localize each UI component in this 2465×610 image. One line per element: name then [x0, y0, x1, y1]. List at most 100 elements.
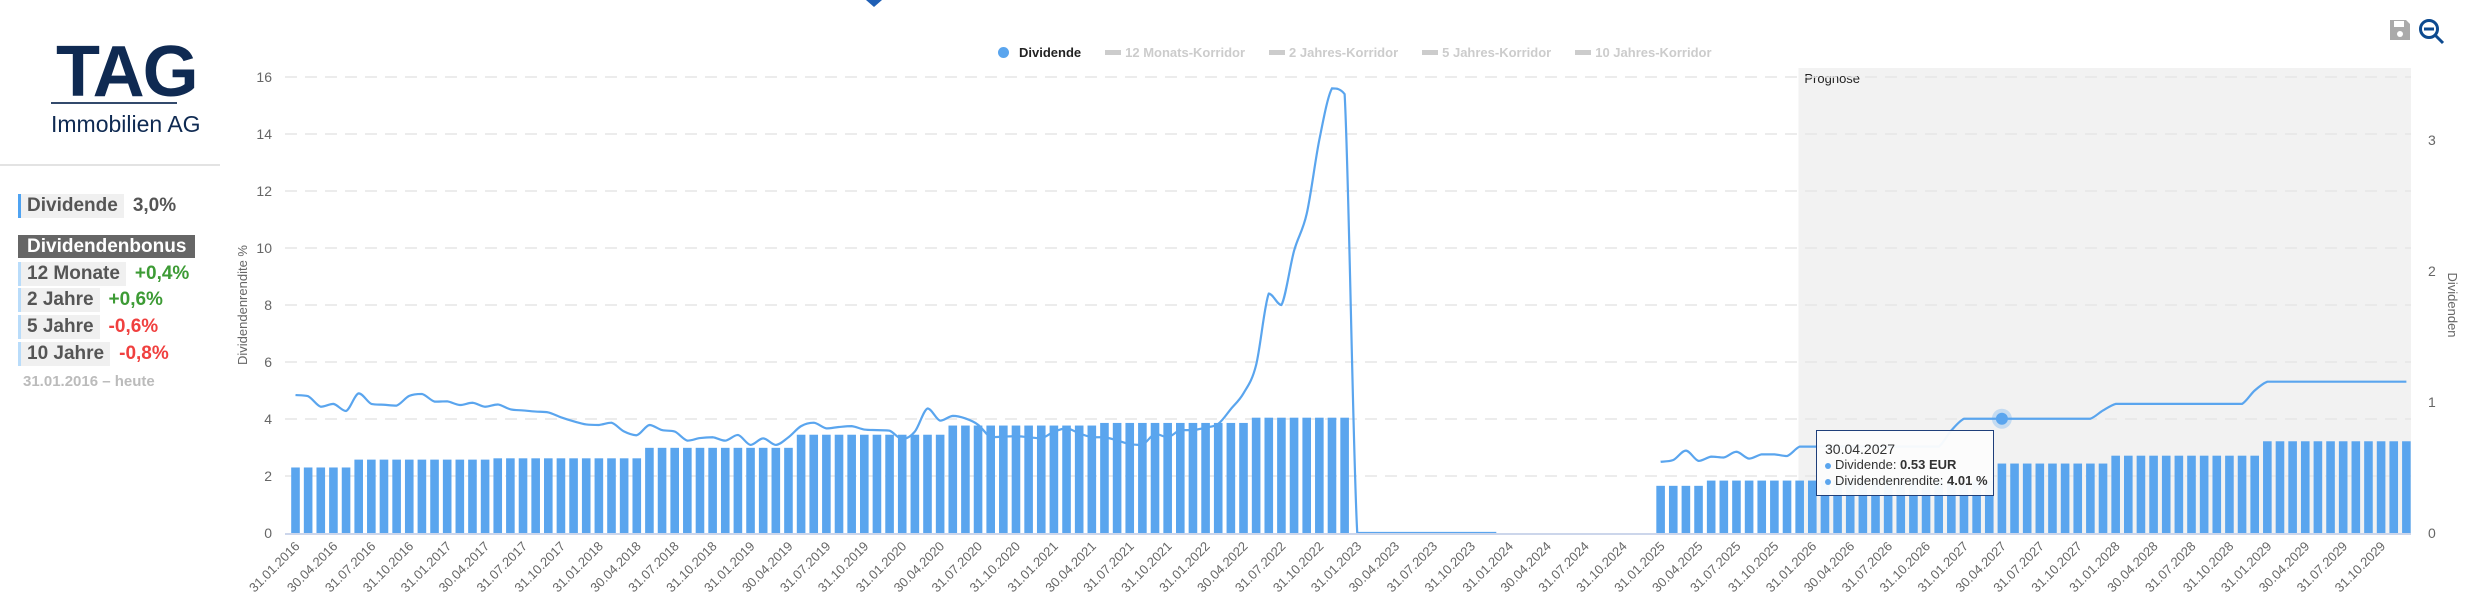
dividend-bar: [973, 425, 983, 533]
y-left-axis-title: Dividendenrendite %: [235, 245, 250, 365]
dividend-row: Dividende 3,0%: [18, 194, 176, 218]
dividend-bar: [354, 459, 363, 533]
dividend-bar: [1858, 480, 1868, 533]
legend-item-dividende[interactable]: Dividende: [998, 45, 1081, 60]
dividend-bar: [2250, 455, 2259, 533]
dividend-bar: [1909, 480, 1918, 533]
bonus-row-12m: 12 Monate +0,4%: [18, 262, 189, 286]
y-right-tick-label: 3: [2428, 132, 2436, 148]
dividend-bar: [1213, 422, 1223, 533]
dividend-bar: [1302, 417, 1311, 533]
dividend-bar: [935, 434, 945, 533]
dividend-bar: [1681, 485, 1691, 533]
dividend-bar: [2351, 441, 2361, 533]
dividend-bar: [2263, 441, 2272, 533]
dividend-bar: [923, 434, 932, 533]
dividend-bar: [1112, 422, 1122, 533]
dividend-bar: [518, 458, 528, 533]
bullet-icon: [1825, 462, 1831, 469]
legend-item-12m[interactable]: 12 Monats-Korridor: [1105, 45, 1245, 60]
dividend-bar: [1062, 425, 1071, 533]
dividend-bar: [2161, 455, 2171, 533]
tooltip-dividend-value: 0.53 EUR: [1900, 457, 1957, 472]
bonus-label: 2 Jahre: [18, 288, 100, 312]
legend-label: 10 Jahres-Korridor: [1595, 45, 1712, 60]
dividend-bar: [2225, 455, 2234, 533]
dividend-bar: [2124, 455, 2133, 533]
dividend-bar: [1239, 422, 1248, 533]
collapse-caret-icon[interactable]: [866, 0, 882, 7]
dividend-bar: [594, 458, 604, 533]
dividend-bar: [1656, 485, 1665, 533]
bonus-value: -0,6%: [108, 316, 159, 337]
dividend-bar: [847, 434, 856, 533]
dividend-bar: [329, 467, 338, 533]
forecast-label: Prognose: [1804, 71, 1860, 86]
dividend-bar: [1201, 422, 1210, 533]
dividend-bar: [2136, 455, 2146, 533]
legend-item-10y[interactable]: 10 Jahres-Korridor: [1575, 45, 1712, 60]
highlight-marker: [1995, 412, 2008, 425]
dividend-bar: [341, 467, 351, 533]
dividend-bar: [2111, 455, 2120, 533]
dividend-bar: [1845, 480, 1855, 533]
zoom-out-icon[interactable]: [2418, 18, 2446, 46]
dividend-bar: [822, 434, 831, 533]
dividend-bar: [2313, 441, 2323, 533]
dividend-bar: [2326, 441, 2335, 533]
logo-rule: [51, 102, 177, 104]
dividend-bar: [1668, 485, 1678, 533]
y-left-tick-label: 16: [256, 69, 272, 85]
dividend-bar: [2060, 463, 2070, 533]
dividend-bar: [986, 425, 995, 533]
dividend-bar: [1036, 425, 1046, 533]
dividend-bar: [2035, 463, 2045, 533]
y-left-tick-label: 8: [264, 297, 272, 313]
dividend-bar: [1719, 480, 1729, 533]
dividend-bar: [1883, 480, 1893, 533]
dividend-bar: [1997, 463, 2007, 533]
dividend-bar: [683, 447, 692, 533]
dividend-bar: [885, 434, 894, 533]
chart-tooltip: 30.04.2027 Dividende: 0.53 EUR Dividende…: [1816, 430, 1994, 496]
dividend-bar: [1833, 480, 1842, 533]
dividend-bar: [2288, 441, 2297, 533]
dividend-bar: [1744, 480, 1754, 533]
legend-item-5y[interactable]: 5 Jahres-Korridor: [1422, 45, 1551, 60]
dividend-bar: [2338, 441, 2348, 533]
dividend-bar: [2174, 455, 2184, 533]
dividend-bar: [708, 447, 717, 533]
dividend-bar: [2187, 455, 2196, 533]
bonus-label: 5 Jahre: [18, 315, 100, 339]
dividend-bar: [872, 434, 882, 533]
dividend-value: 3,0%: [132, 195, 177, 216]
dividend-bar: [1087, 425, 1097, 533]
y-left-tick-label: 6: [264, 354, 272, 370]
sidebar: TAG Immobilien AG Dividende 3,0% Dividen…: [0, 0, 220, 610]
tooltip-yield-value: 4.01 %: [1947, 473, 1988, 488]
dividend-bar: [1289, 417, 1299, 533]
dividend-bar: [1757, 480, 1767, 533]
divider: [0, 164, 220, 166]
dividend-bar: [809, 434, 819, 533]
dividend-bar: [758, 447, 768, 533]
floppy-disk-icon[interactable]: [2388, 18, 2412, 42]
dividend-bar: [1049, 425, 1059, 533]
dividend-bar: [1150, 422, 1160, 533]
dividend-bar: [720, 447, 730, 533]
dividend-bar: [1896, 480, 1906, 533]
bonus-value: +0,4%: [134, 263, 190, 284]
tooltip-yield: Dividendenrendite: 4.01 %: [1825, 473, 1993, 489]
y-right-tick-label: 0: [2428, 525, 2436, 541]
dividend-bar: [2402, 441, 2411, 533]
dividend-bar: [581, 458, 591, 533]
legend-item-2y[interactable]: 2 Jahres-Korridor: [1269, 45, 1398, 60]
bonus-label: 12 Monate: [18, 262, 126, 286]
dividend-bar: [430, 459, 439, 533]
dividend-bar: [404, 459, 414, 533]
dividend-bar: [1163, 422, 1172, 533]
dividend-bar: [1074, 425, 1084, 533]
dividend-bar: [619, 458, 629, 533]
dividend-bar: [569, 458, 578, 533]
